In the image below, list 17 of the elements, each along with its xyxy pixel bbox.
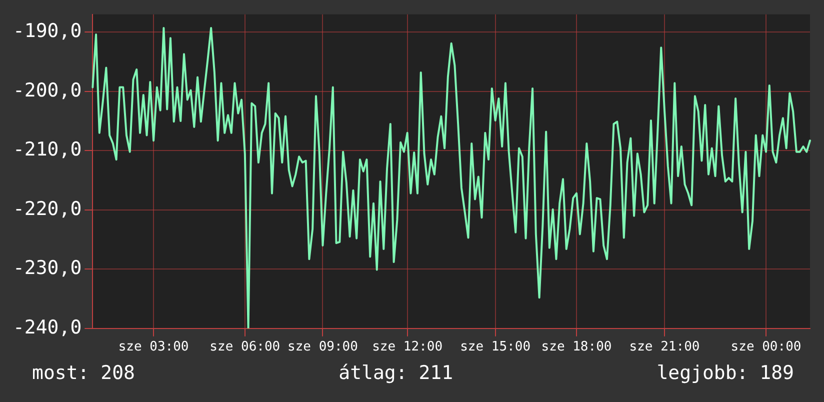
x-tick-label: sze 15:00	[460, 340, 531, 355]
x-tick-label: sze 06:00	[210, 340, 280, 355]
y-tick-label: -200,0	[12, 79, 82, 102]
text: most: 208	[32, 362, 135, 384]
y-tick-label: -220,0	[12, 198, 82, 220]
y-tick-label: -190,0	[12, 20, 82, 42]
x-tick-label: sze 12:00	[372, 340, 443, 355]
x-tick-label: sze 18:00	[541, 340, 612, 355]
y-tick-label: -230,0	[12, 257, 82, 280]
y-tick-label: -240,0	[12, 316, 82, 338]
x-tick-label: sze 21:00	[629, 340, 700, 355]
y-tick-label: -210,0	[12, 138, 82, 161]
x-tick-label: sze 09:00	[288, 340, 358, 355]
x-tick-label: sze 03:00	[118, 340, 189, 355]
x-tick-label: sze 00:00	[730, 340, 802, 355]
text: átlag: 211	[338, 362, 454, 384]
text: legjobb: 189	[656, 362, 794, 384]
